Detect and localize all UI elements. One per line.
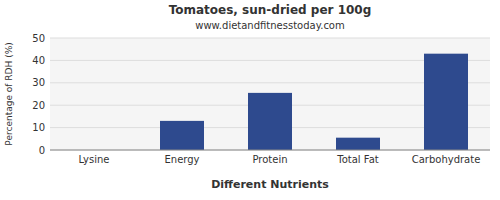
y-tick-label: 10 (32, 122, 45, 133)
y-tick-label: 30 (32, 77, 45, 88)
subtitle: www.dietandfitnesstoday.com (195, 20, 344, 31)
bar (160, 121, 204, 150)
x-axis-line (50, 150, 490, 151)
x-tick-label: Energy (164, 154, 199, 165)
x-tick-label: Carbohydrate (412, 154, 481, 165)
y-tick-label: 50 (32, 33, 45, 44)
y-tick-label: 0 (39, 145, 45, 156)
grid-line (50, 150, 490, 151)
y-tick-label: 20 (32, 100, 45, 111)
bar (336, 138, 380, 150)
x-tick-label: Lysine (78, 154, 109, 165)
plot-area (50, 38, 490, 150)
y-axis-label: Percentage of RDH (%) (4, 42, 14, 145)
y-tick-label: 40 (32, 55, 45, 66)
chart-container: Tomatoes, sun-dried per 100g www.dietandf… (0, 0, 500, 200)
grid-line (50, 38, 490, 39)
bars (160, 54, 468, 150)
bar (248, 93, 292, 150)
bar (424, 54, 468, 150)
x-axis-label: Different Nutrients (211, 178, 329, 191)
chart: Tomatoes, sun-dried per 100g www.dietandf… (0, 0, 500, 200)
title: Tomatoes, sun-dried per 100g (169, 3, 372, 17)
x-tick-label: Protein (252, 154, 287, 165)
x-tick-label: Total Fat (336, 154, 378, 165)
